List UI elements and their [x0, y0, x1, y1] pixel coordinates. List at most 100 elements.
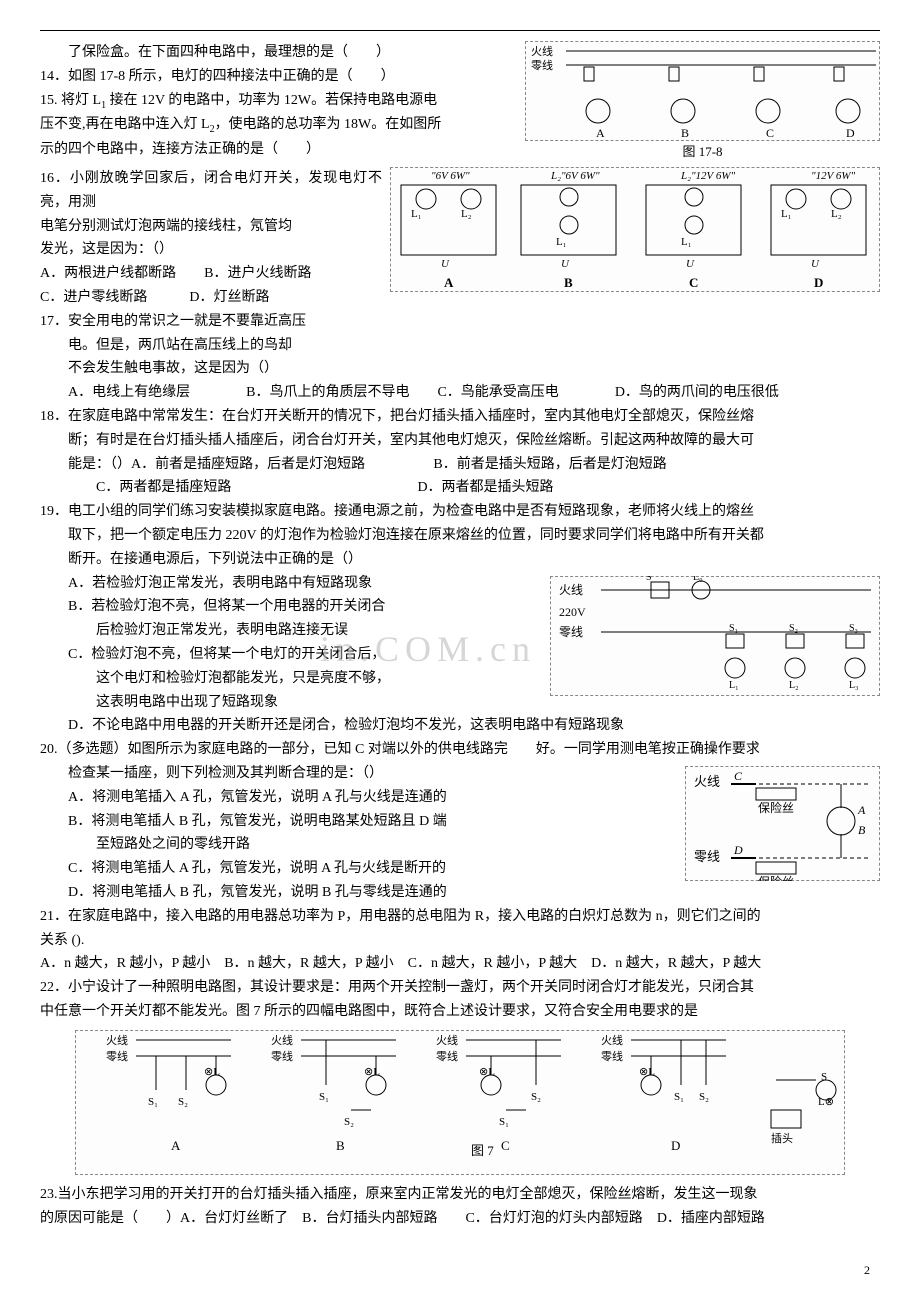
- q16-optB: B．进户火线断路: [204, 266, 311, 281]
- figure-q19: 火线 220V 零线 S L₀ S₁L₁ S₂L₂ S₃L₃: [550, 576, 880, 696]
- svg-text:L₁: L₁: [781, 208, 792, 220]
- q17-optB: B．鸟爪上的角质层不导电: [246, 385, 409, 400]
- svg-text:L₂"12V 6W": L₂"12V 6W": [680, 170, 735, 182]
- svg-text:S: S: [646, 576, 652, 583]
- svg-text:U: U: [441, 258, 450, 270]
- q16-optC: C．进户零线断路: [40, 290, 147, 305]
- q18-optB: B．前者是插头短路，后者是灯泡短路: [433, 453, 666, 477]
- q21-opts: A．n 越大，R 越小，P 越小 B．n 越大，R 越大，P 越小 C．n 越大…: [40, 952, 880, 976]
- svg-text:S₂: S₂: [344, 1116, 354, 1128]
- svg-text:L₂: L₂: [831, 208, 842, 220]
- svg-text:L₁: L₁: [681, 236, 692, 248]
- q17-line1: 17．安全用电的常识之一就是不要靠近高压: [40, 310, 880, 334]
- q17-optD: D．鸟的两爪间的电压很低: [615, 385, 779, 400]
- svg-text:保险丝: 保险丝: [758, 874, 794, 881]
- svg-text:B: B: [858, 823, 866, 837]
- svg-text:S: S: [821, 1071, 827, 1083]
- svg-text:零线: 零线: [271, 1049, 293, 1063]
- svg-text:保险丝: 保险丝: [758, 800, 794, 815]
- svg-text:B: B: [564, 275, 573, 290]
- q19-line1: 19．电工小组的同学们练习安装模拟家庭电路。接通电源之前，为检查电路中是否有短路…: [40, 500, 880, 524]
- figure-q15-circuits: "6V 6W" L₂"6V 6W" L₂"12V 6W" "12V 6W" L₁…: [390, 167, 880, 292]
- q19-optD: D．不论电路中用电器的开关断开还是闭合，检验灯泡均不发光，这表明电路中有短路现象: [40, 714, 880, 738]
- svg-text:220V: 220V: [559, 605, 586, 619]
- svg-text:A: A: [857, 803, 866, 817]
- q16-optD: D．灯丝断路: [189, 290, 269, 305]
- fig-17-8-svg: 火线 零线 A B C D: [526, 41, 879, 141]
- q20-line1: 20.（多选题）如图所示为家庭电路的一部分，已知 C 对端以外的供电线路完 好。…: [40, 738, 880, 762]
- figure-17-8-caption: 图 17-8: [525, 141, 880, 163]
- svg-text:B: B: [336, 1138, 345, 1153]
- q17-opts: A．电线上有绝缘层 B．鸟爪上的角质层不导电 C．鸟能承受高压电 D．鸟的两爪间…: [40, 381, 880, 405]
- svg-text:A: A: [444, 275, 454, 290]
- svg-text:火线: 火线: [531, 44, 553, 58]
- svg-text:L₂"6V 6W": L₂"6V 6W": [550, 170, 600, 182]
- svg-text:A: A: [171, 1138, 181, 1153]
- q17-optC: C．鸟能承受高压电: [437, 385, 558, 400]
- svg-text:S₂: S₂: [531, 1091, 541, 1103]
- svg-text:U: U: [811, 258, 820, 270]
- q23-line2: 的原因可能是（ ）A．台灯灯丝断了 B．台灯插头内部短路 C．台灯灯泡的灯头内部…: [40, 1207, 880, 1231]
- q18-line1: 18．在家庭电路中常常发生：在台灯开关断开的情况下，把台灯插头插入插座时，室内其…: [40, 405, 880, 429]
- svg-text:S₁: S₁: [674, 1091, 684, 1103]
- svg-text:D: D: [846, 126, 855, 140]
- q23-line1: 23.当小东把学习用的开关打开的台灯插头插入插座，原来室内正常发光的电灯全部熄灭…: [40, 1183, 880, 1207]
- svg-text:B: B: [681, 126, 689, 140]
- q19-line2: 取下，把一个额定电压力 220V 的灯泡作为检验灯泡连接在原来熔丝的位置，同时要…: [40, 524, 880, 548]
- q18-optA: A．前者是插座短路，后者是灯泡短路: [131, 457, 365, 472]
- svg-text:零线: 零线: [694, 849, 720, 864]
- svg-text:S₁: S₁: [148, 1096, 158, 1108]
- svg-text:D: D: [733, 843, 743, 857]
- svg-text:火线: 火线: [694, 774, 720, 789]
- q23-l2a: 的原因可能是（ ）: [40, 1211, 180, 1226]
- svg-text:D: D: [671, 1138, 680, 1153]
- figure-17-8: 火线 零线 A B C D 图 17-8: [525, 41, 880, 163]
- svg-text:零线: 零线: [436, 1049, 458, 1063]
- svg-text:⊗L: ⊗L: [364, 1066, 380, 1078]
- svg-text:零线: 零线: [531, 58, 553, 72]
- q18-line2: 断；有时是在台灯插头插人插座后，闭合台灯开关，室内其他电灯熄灭，保险丝熔断。引起…: [40, 429, 880, 453]
- q18-optD: D．两者都是插头短路: [417, 476, 553, 500]
- svg-text:火线: 火线: [601, 1033, 623, 1047]
- q18-optC: C．两者都是插座短路: [96, 476, 417, 500]
- svg-text:S₂: S₂: [789, 623, 798, 634]
- q15-l1a: 15. 将灯 L: [40, 93, 101, 108]
- svg-text:零线: 零线: [601, 1049, 623, 1063]
- svg-text:S₃: S₃: [849, 623, 858, 634]
- page-number: 2: [40, 1260, 880, 1280]
- fig-q19-svg: 火线 220V 零线 S L₀ S₁L₁ S₂L₂ S₃L₃: [551, 576, 879, 696]
- q16-optA: A．两根进户线都断路: [40, 266, 176, 281]
- svg-text:火线: 火线: [271, 1033, 293, 1047]
- svg-text:⊗L: ⊗L: [204, 1066, 220, 1078]
- q22-line2: 中任意一个开关灯都不能发光。图 7 所示的四幅电路图中，既符合上述设计要求，又符…: [40, 1000, 880, 1024]
- q23-optA: A．台灯灯丝断了: [180, 1211, 288, 1226]
- q18-line3: 能是：（）A．前者是插座短路，后者是灯泡短路 B．前者是插头短路，后者是灯泡短路: [40, 453, 880, 477]
- q15-l2b: ，使电路的总功率为 18W。在如图所: [215, 117, 442, 132]
- svg-text:火线: 火线: [436, 1033, 458, 1047]
- svg-text:火线: 火线: [559, 583, 583, 597]
- figure-17-8-image: 火线 零线 A B C D: [525, 41, 880, 141]
- svg-text:U: U: [561, 258, 570, 270]
- fig-q20-svg: 火线 零线 C D 保险丝 保险丝 A B: [686, 766, 879, 881]
- svg-text:C: C: [734, 769, 743, 783]
- q21-line2: 关系 ().: [40, 929, 880, 953]
- svg-text:"6V 6W": "6V 6W": [431, 170, 470, 182]
- svg-text:S₁: S₁: [319, 1091, 329, 1103]
- figure-7: 火线零线 S₁S₂⊗L A 火线零线 S₁S₂⊗L B 火线零线 ⊗LS₂S₁ …: [75, 1030, 845, 1175]
- svg-text:L⊗: L⊗: [818, 1096, 834, 1108]
- svg-text:插头: 插头: [771, 1131, 793, 1145]
- top-horizontal-rule: [40, 30, 880, 31]
- svg-text:火线: 火线: [106, 1033, 128, 1047]
- q18-l3a: 能是：（）A．前者是插座短路，后者是灯泡短路: [68, 453, 433, 477]
- svg-text:零线: 零线: [559, 625, 583, 639]
- svg-text:L₁: L₁: [556, 236, 567, 248]
- svg-text:L₁: L₁: [729, 680, 739, 691]
- svg-text:S₁: S₁: [729, 623, 738, 634]
- svg-text:L₃: L₃: [849, 680, 859, 691]
- svg-text:U: U: [686, 258, 695, 270]
- q23-optC: C．台灯灯泡的灯头内部短路: [465, 1211, 642, 1226]
- svg-text:A: A: [596, 126, 605, 140]
- page-content: 火线 零线 A B C D 图 17-8 了保: [40, 41, 880, 1230]
- q17-line3: 不会发生触电事故，这是因为（）: [40, 357, 880, 381]
- q23-optB: B．台灯插头内部短路: [302, 1211, 437, 1226]
